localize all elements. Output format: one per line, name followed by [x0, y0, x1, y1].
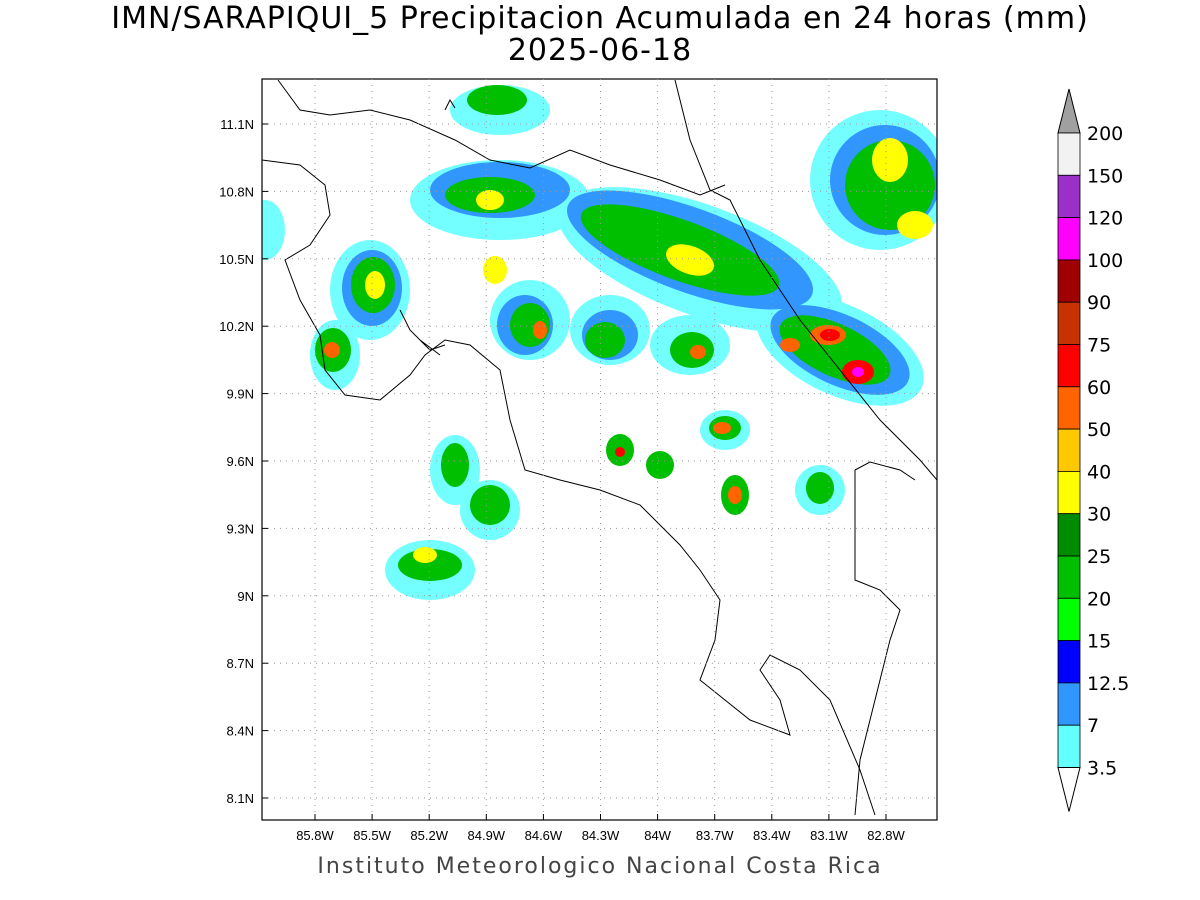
lon-tick-label: 83.1W: [810, 828, 848, 843]
legend-label: 150: [1087, 165, 1123, 187]
legend-label: 60: [1087, 377, 1111, 399]
lat-tick-label: 9.6N: [227, 454, 254, 469]
legend-label: 200: [1087, 123, 1123, 145]
lat-tick-label: 10.8N: [219, 184, 254, 199]
legend-swatch: [1057, 555, 1081, 599]
precipitation-field: [262, 85, 937, 600]
legend-swatch: [1057, 217, 1081, 261]
legend-swatch: [1057, 174, 1081, 219]
lat-tick-label: 11.1N: [220, 117, 254, 132]
legend-swatch: [1057, 513, 1081, 557]
legend-top-arrow: [1057, 88, 1081, 134]
legend-label: 20: [1087, 588, 1111, 610]
legend-label: 3.5: [1087, 758, 1117, 780]
legend-label: 120: [1087, 208, 1123, 230]
legend-swatch: [1057, 640, 1081, 684]
legend-swatch: [1057, 682, 1081, 726]
latitude-ticks: 11.1N 10.8N 10.5N 10.2N 9.9N 9.6N 9.3N 9N 8.7N 8.…: [219, 117, 268, 806]
lon-tick-label: 83.7W: [696, 828, 734, 843]
lat-tick-label: 9.9N: [227, 387, 254, 402]
legend-swatch: [1057, 597, 1081, 641]
legend-swatch: [1057, 724, 1081, 768]
longitude-ticks: 85.8W 85.5W 85.2W 84.9W 84.6W 84.3W 84W 83.7W 83…: [296, 814, 906, 843]
legend-label: 15: [1087, 631, 1111, 653]
map-date: 2025-06-18: [507, 33, 693, 68]
lon-tick-label: 85.5W: [353, 828, 391, 843]
lat-tick-label: 8.4N: [227, 724, 254, 739]
legend-swatch: [1057, 132, 1081, 176]
credit-footer: Instituto Meteorologico Nacional Costa R…: [317, 854, 883, 879]
legend-label: 7: [1087, 715, 1099, 737]
lon-tick-label: 84.9W: [468, 828, 506, 843]
legend-bottom-arrow: [1057, 767, 1081, 812]
lat-tick-label: 8.7N: [227, 656, 254, 671]
lat-tick-label: 10.2N: [219, 319, 254, 334]
lat-tick-label: 10.5N: [219, 252, 254, 267]
legend-label: 100: [1087, 250, 1123, 272]
lon-tick-label: 85.2W: [410, 828, 448, 843]
legend-swatch: [1057, 259, 1081, 303]
legend-label: 90: [1087, 292, 1111, 314]
map-frame: [261, 78, 938, 821]
coastline: [262, 79, 937, 816]
legend-label: 75: [1087, 335, 1111, 357]
map-title: IMN/SARAPIQUI_5 Precipitacion Acumulada …: [111, 1, 1089, 36]
legend-label: 12.5: [1087, 673, 1129, 695]
lat-tick-label: 9N: [237, 589, 254, 604]
lat-tick-label: 9.3N: [227, 521, 254, 536]
legend-swatch: [1057, 301, 1081, 345]
lon-tick-label: 84.3W: [582, 828, 620, 843]
legend-swatch: [1057, 386, 1081, 430]
legend-label: 40: [1087, 461, 1111, 483]
legend-swatch: [1057, 470, 1081, 515]
lon-tick-label: 84.6W: [525, 828, 563, 843]
legend-label: 50: [1087, 419, 1111, 441]
lon-tick-label: 84W: [644, 828, 671, 843]
legend-label: 25: [1087, 546, 1111, 568]
color-legend: 200 150 120 100 90 75 60 50 40 30 25 20 15 12.5 7 3.5: [1057, 88, 1129, 812]
legend-swatch: [1057, 428, 1081, 472]
lat-tick-label: 8.1N: [227, 791, 254, 806]
legend-label: 30: [1087, 504, 1111, 526]
lon-tick-label: 82.8W: [867, 828, 905, 843]
lon-tick-label: 83.4W: [753, 828, 791, 843]
lon-tick-label: 85.8W: [296, 828, 334, 843]
legend-swatch: [1057, 344, 1081, 388]
